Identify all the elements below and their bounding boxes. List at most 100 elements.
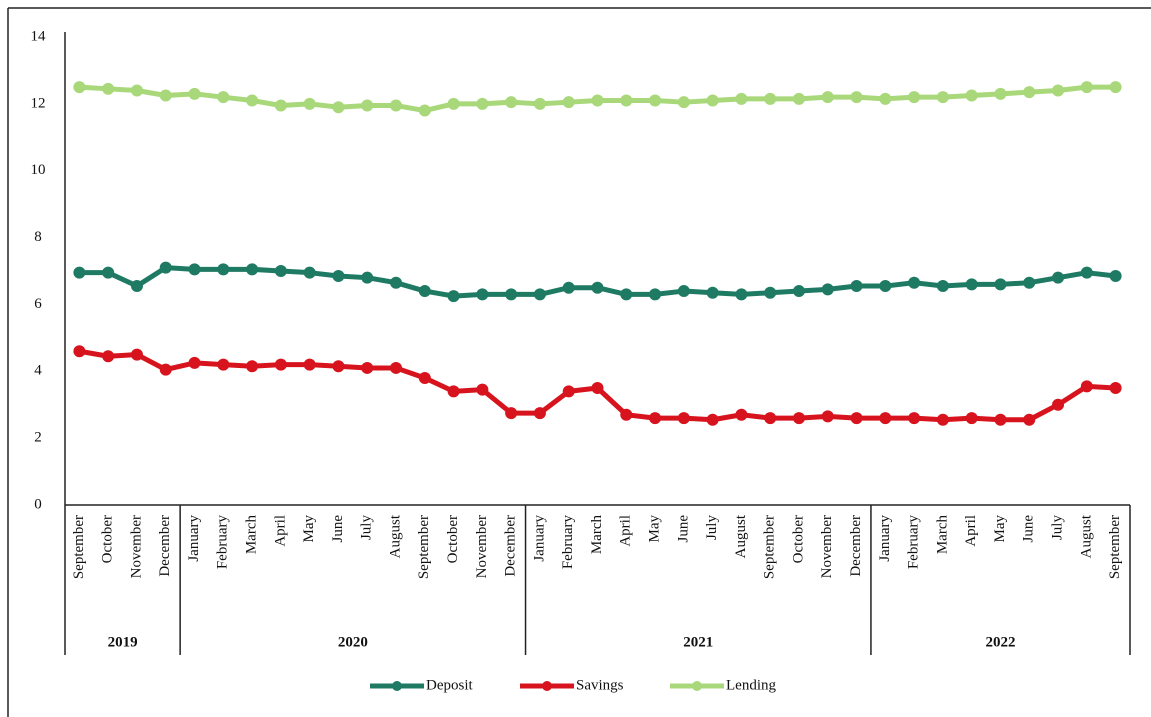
data-point [533, 97, 546, 110]
data-point [476, 97, 489, 110]
data-point [936, 91, 949, 104]
group-label: 2022 [985, 634, 1015, 650]
data-point [764, 92, 777, 105]
data-point [332, 270, 345, 283]
data-point [303, 358, 316, 371]
data-point [850, 412, 863, 425]
y-tick-label: 6 [34, 296, 42, 312]
data-point [821, 283, 834, 296]
data-point [476, 383, 489, 396]
data-point [879, 92, 892, 105]
x-tick-label: June [330, 515, 346, 543]
data-point [850, 280, 863, 293]
y-tick-label: 12 [31, 95, 46, 111]
data-point [1080, 81, 1093, 94]
data-point [361, 361, 374, 374]
data-point [447, 290, 460, 303]
data-point [764, 412, 777, 425]
x-tick-label: August [733, 514, 749, 558]
data-point [936, 280, 949, 293]
data-point [533, 288, 546, 301]
data-point [246, 94, 259, 107]
legend-marker [542, 681, 552, 691]
data-point [908, 91, 921, 104]
data-point [706, 286, 719, 299]
data-point [102, 82, 115, 95]
x-tick-label: September [416, 515, 432, 579]
data-point [792, 412, 805, 425]
data-point [102, 350, 115, 363]
data-point [1052, 84, 1065, 97]
data-point [591, 94, 604, 107]
data-point [620, 94, 633, 107]
y-tick-label: 0 [34, 496, 42, 512]
x-tick-label: February [560, 515, 576, 570]
data-point [821, 410, 834, 423]
data-point [562, 385, 575, 398]
data-point [159, 261, 172, 274]
data-point [418, 104, 431, 117]
x-tick-label: October [445, 515, 461, 563]
data-point [246, 360, 259, 373]
data-point [418, 285, 431, 298]
x-tick-label: September [71, 515, 87, 579]
data-point [1052, 271, 1065, 284]
x-tick-label: June [1021, 515, 1037, 543]
data-point [418, 371, 431, 384]
x-tick-label: December [157, 515, 173, 577]
x-tick-label: July [359, 515, 375, 541]
data-point [390, 99, 403, 112]
data-point [274, 358, 287, 371]
data-point [706, 94, 719, 107]
data-point [908, 412, 921, 425]
data-point [764, 286, 777, 299]
x-tick-label: January [186, 515, 202, 562]
data-point [735, 288, 748, 301]
y-tick-label: 14 [31, 28, 47, 44]
x-tick-label: October [790, 515, 806, 563]
data-point [706, 413, 719, 426]
data-point [1109, 81, 1122, 94]
data-point [159, 89, 172, 102]
data-point [965, 278, 978, 291]
data-point [735, 92, 748, 105]
data-point [390, 276, 403, 289]
x-tick-label: November [819, 515, 835, 578]
data-point [303, 97, 316, 110]
data-point [936, 413, 949, 426]
y-tick-label: 8 [34, 229, 42, 245]
data-point [649, 288, 662, 301]
data-point [447, 385, 460, 398]
data-point [1023, 413, 1036, 426]
data-point [188, 87, 201, 100]
legend-marker [392, 681, 402, 691]
x-tick-label: December [848, 515, 864, 577]
data-point [792, 92, 805, 105]
data-point [850, 91, 863, 104]
x-tick-label: February [215, 515, 231, 570]
data-point [533, 407, 546, 420]
legend-label: Lending [726, 677, 776, 693]
x-tick-label: March [934, 515, 950, 555]
data-point [332, 360, 345, 373]
x-tick-label: February [906, 515, 922, 570]
y-tick-label: 2 [34, 430, 42, 446]
data-point [879, 280, 892, 293]
x-tick-label: May [992, 515, 1008, 543]
data-point [1109, 382, 1122, 394]
x-tick-label: April [618, 515, 634, 547]
data-point [102, 266, 115, 279]
data-point [505, 407, 518, 420]
data-point [1023, 276, 1036, 289]
x-tick-label: December [503, 515, 519, 577]
data-point [821, 91, 834, 104]
data-point [879, 412, 892, 425]
x-tick-label: July [1049, 515, 1065, 541]
data-point [562, 281, 575, 294]
data-point [217, 91, 230, 104]
data-point [1109, 270, 1122, 283]
x-tick-label: January [877, 515, 893, 562]
x-tick-label: September [762, 515, 778, 579]
data-point [620, 408, 633, 421]
data-point [1080, 380, 1093, 393]
